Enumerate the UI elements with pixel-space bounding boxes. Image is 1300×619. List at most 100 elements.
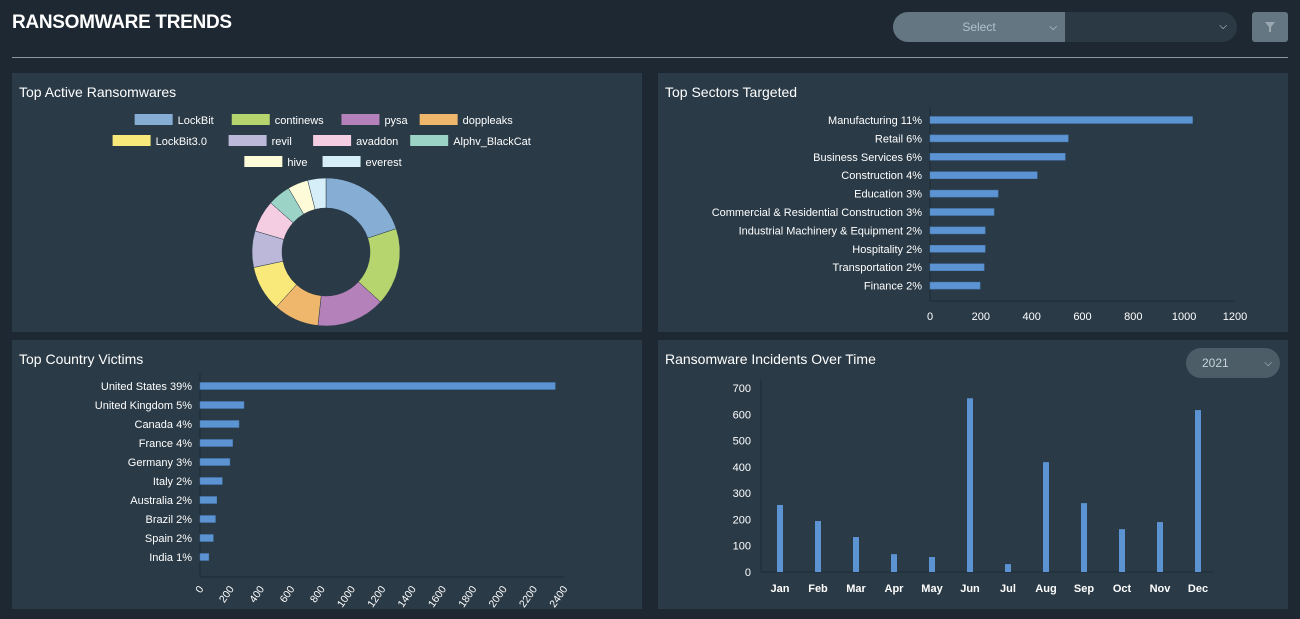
bar (929, 263, 985, 271)
panel-top-sectors: Top Sectors Targeted Manufacturing 11% Re… (658, 73, 1288, 332)
panel-top-ransomwares: Top Active Ransomwares LockBit continews p… (12, 73, 642, 332)
legend-swatch (419, 114, 458, 125)
category-label: India 1% (149, 552, 192, 564)
bar (929, 171, 1038, 179)
category-label: Spain 2% (145, 533, 192, 545)
value-select[interactable]: ⌵ (1065, 12, 1237, 42)
legend-label: avaddon (356, 136, 398, 148)
bar (1005, 564, 1011, 572)
bar (199, 477, 223, 485)
filter-icon (1265, 22, 1275, 32)
legend-label: revil (272, 136, 292, 148)
bar (199, 515, 216, 523)
header-divider (12, 57, 1288, 58)
legend-label: hive (287, 157, 307, 169)
bar (929, 134, 1069, 143)
x-tick-label: Aug (1035, 583, 1056, 595)
y-tick-label: 400 (733, 462, 751, 474)
category-label: Germany 3% (128, 457, 192, 469)
filter-button[interactable] (1252, 12, 1288, 42)
panel-title: Top Active Ransomwares (19, 84, 177, 100)
year-value: 2021 (1202, 356, 1229, 370)
x-tick-label: May (921, 583, 943, 595)
year-select[interactable]: 2021 ⌵ (1186, 348, 1280, 378)
y-tick-label: 100 (733, 541, 751, 553)
chevron-down-icon: ⌵ (1049, 21, 1057, 33)
x-tick-label: 2400 (547, 584, 570, 609)
x-tick-label: 2200 (517, 584, 540, 609)
x-tick-label: 1200 (365, 584, 388, 609)
bar (815, 521, 821, 572)
x-tick-label: Jan (771, 583, 790, 595)
x-tick-label: Jun (960, 583, 980, 595)
legend-label: everest (366, 157, 402, 169)
bar (199, 382, 556, 390)
bar (199, 420, 240, 428)
bar (199, 401, 245, 409)
x-tick-label: 800 (1124, 311, 1142, 323)
category-label: Australia 2% (130, 495, 192, 507)
legend-swatch (228, 135, 267, 146)
bar (199, 458, 231, 466)
category-select[interactable]: Select ⌵ (893, 12, 1065, 42)
incidents-bar-chart: 0 100 200 300 400 500 600 700 Jan Feb Mar Apr May Jun… (733, 380, 1213, 595)
x-tick-label: 1600 (426, 584, 449, 609)
bar (1081, 503, 1087, 572)
page-title: RANSOMWARE TRENDS (12, 12, 232, 33)
chevron-down-icon: ⌵ (1264, 357, 1272, 369)
x-tick-label: 600 (278, 584, 298, 605)
y-tick-label: 300 (733, 488, 751, 500)
legend-label: doppleaks (463, 115, 514, 127)
x-tick-label: Sep (1074, 583, 1094, 595)
sectors-bar-chart: Manufacturing 11% Retail 6% Business Servi… (712, 108, 1247, 323)
bar (199, 439, 233, 447)
legend-label: pysa (384, 115, 408, 127)
y-tick-label: 0 (745, 567, 751, 579)
x-tick-label: Dec (1188, 583, 1208, 595)
x-tick-label: 1400 (396, 584, 419, 609)
x-tick-label: 1800 (456, 584, 479, 609)
x-tick-label: Nov (1150, 583, 1172, 595)
bar (967, 398, 973, 572)
bar (929, 226, 986, 235)
x-tick-label: 400 (1022, 311, 1040, 323)
y-tick-label: 700 (733, 383, 751, 395)
bar (929, 116, 1193, 124)
x-tick-label: 800 (308, 584, 328, 605)
bar (853, 537, 859, 572)
category-label: Commercial & Residential Construction 3% (712, 207, 923, 219)
category-label: Retail 6% (875, 133, 922, 145)
category-label: United Kingdom 5% (95, 400, 192, 412)
category-label: France 4% (139, 438, 192, 450)
x-tick-label: 2000 (487, 584, 510, 609)
filter-select-group: Select ⌵ ⌵ (893, 12, 1237, 42)
category-label: Construction 4% (841, 170, 922, 182)
bar (929, 281, 981, 290)
category-label: Hospitality 2% (852, 244, 922, 256)
legend-swatch (322, 156, 361, 167)
bar (929, 189, 999, 198)
y-tick-label: 200 (733, 514, 751, 526)
select-placeholder: Select (962, 20, 996, 34)
x-tick-label: Oct (1113, 583, 1132, 595)
x-tick-label: 1000 (335, 584, 358, 609)
x-tick-label: 0 (193, 584, 206, 596)
x-tick-label: 1000 (1172, 311, 1196, 323)
bar (199, 496, 217, 504)
panel-title: Ransomware Incidents Over Time (665, 351, 876, 367)
category-label: Canada 4% (135, 419, 193, 431)
y-tick-label: 500 (733, 436, 751, 448)
category-label: Industrial Machinery & Equipment 2% (739, 225, 923, 237)
countries-bar-chart: United States 39% United Kingdom 5% Canada… (95, 374, 571, 609)
legend-label: Alphv_BlackCat (453, 136, 531, 148)
bar (929, 557, 935, 572)
x-tick-label: Feb (808, 583, 828, 595)
category-label: Finance 2% (864, 281, 922, 293)
legend-label: continews (275, 115, 324, 127)
category-label: Manufacturing 11% (828, 115, 922, 127)
panel-incidents-over-time: Ransomware Incidents Over Time 2021 ⌵ 0 10… (658, 340, 1288, 609)
donut-slice-LockBit (325, 177, 397, 239)
bar (929, 245, 986, 253)
legend-swatch (341, 114, 380, 125)
bar (891, 554, 897, 572)
